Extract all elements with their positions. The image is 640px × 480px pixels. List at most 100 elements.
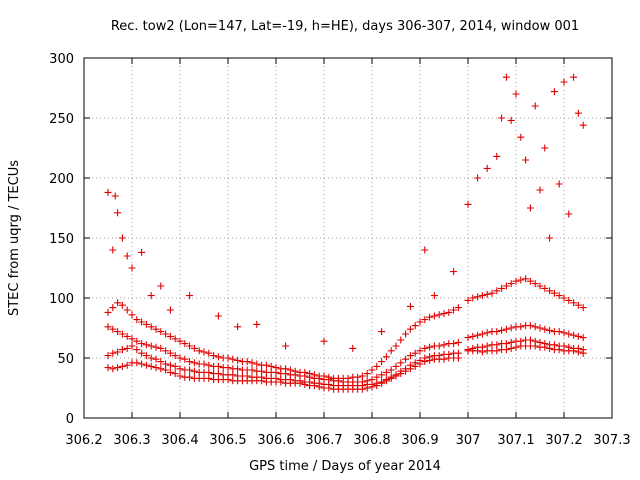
data-point — [128, 335, 136, 343]
data-point — [550, 88, 558, 96]
data-point — [450, 268, 458, 276]
data-point — [512, 277, 520, 285]
data-point — [224, 364, 232, 372]
data-point — [406, 361, 414, 369]
data-point — [118, 346, 126, 354]
x-tick-label: 306.6 — [257, 433, 294, 448]
data-point — [186, 366, 194, 374]
data-point — [416, 347, 424, 355]
data-point — [147, 292, 155, 300]
scatter-series — [104, 73, 587, 352]
data-point — [138, 318, 146, 326]
data-point — [349, 344, 357, 352]
data-point — [570, 299, 578, 307]
data-point — [123, 344, 131, 352]
data-point — [469, 294, 477, 302]
x-axis-label: GPS time / Days of year 2014 — [249, 459, 441, 474]
data-point — [118, 301, 126, 309]
data-point — [445, 350, 453, 358]
data-point — [214, 362, 222, 370]
chart-title: Rec. tow2 (Lon=147, Lat=-19, h=HE), days… — [111, 19, 579, 34]
data-point — [565, 210, 573, 218]
data-point — [474, 293, 482, 301]
x-tick-label: 307 — [456, 433, 481, 448]
data-point — [426, 353, 434, 361]
data-point — [498, 114, 506, 122]
data-point — [469, 344, 477, 352]
data-point — [402, 355, 410, 363]
data-point — [205, 374, 213, 382]
data-point — [531, 102, 539, 110]
data-point — [142, 320, 150, 328]
data-point — [579, 334, 587, 342]
data-point — [368, 366, 376, 374]
data-point — [291, 367, 299, 375]
data-point — [373, 362, 381, 370]
data-point — [440, 341, 448, 349]
data-point — [421, 316, 429, 324]
data-point — [507, 280, 515, 288]
data-point — [392, 371, 400, 379]
data-point — [560, 329, 568, 337]
data-point — [426, 343, 434, 351]
data-point — [526, 322, 534, 330]
data-point — [234, 365, 242, 373]
data-point — [234, 356, 242, 364]
data-point — [253, 360, 261, 368]
data-point — [560, 294, 568, 302]
data-point — [416, 356, 424, 364]
data-point — [402, 330, 410, 338]
x-tick-label: 306.4 — [161, 433, 198, 448]
data-point — [310, 371, 318, 379]
data-point — [502, 340, 510, 348]
data-point — [272, 364, 280, 372]
data-point — [320, 372, 328, 380]
data-point — [574, 109, 582, 117]
data-point — [243, 372, 251, 380]
scatter-series — [104, 275, 587, 382]
data-point — [114, 299, 122, 307]
data-point — [546, 287, 554, 295]
data-point — [214, 353, 222, 361]
data-point — [152, 355, 160, 363]
data-point — [517, 337, 525, 345]
data-point — [272, 374, 280, 382]
data-point — [382, 368, 390, 376]
data-point — [286, 366, 294, 374]
data-point — [200, 348, 208, 356]
data-point — [186, 342, 194, 350]
data-point — [493, 152, 501, 160]
data-point — [258, 367, 266, 375]
data-point — [464, 346, 472, 354]
data-point — [267, 362, 275, 370]
data-point — [224, 354, 232, 362]
data-point — [560, 342, 568, 350]
data-point — [406, 302, 414, 310]
data-point — [344, 374, 352, 382]
data-point — [282, 365, 290, 373]
data-point — [363, 370, 371, 378]
data-point — [128, 311, 136, 319]
data-point — [320, 337, 328, 345]
data-point — [565, 330, 573, 338]
y-tick-label: 300 — [49, 52, 74, 67]
data-point — [128, 264, 136, 272]
data-point — [502, 282, 510, 290]
data-point — [133, 359, 141, 367]
x-tick-label: 306.8 — [353, 433, 390, 448]
data-point — [498, 284, 506, 292]
x-tick-label: 306.9 — [401, 433, 438, 448]
data-point — [378, 371, 386, 379]
data-point — [579, 121, 587, 129]
data-point — [483, 290, 491, 298]
data-point — [546, 326, 554, 334]
data-point — [190, 367, 198, 375]
data-point — [109, 365, 117, 373]
data-point — [248, 366, 256, 374]
data-point — [507, 338, 515, 346]
data-point — [358, 378, 366, 386]
axis-ticks: 306.2 306.3 306.4 306.5 306.6 306.7 306.8 306.9… — [49, 52, 630, 448]
data-point — [411, 322, 419, 330]
data-point — [152, 343, 160, 351]
